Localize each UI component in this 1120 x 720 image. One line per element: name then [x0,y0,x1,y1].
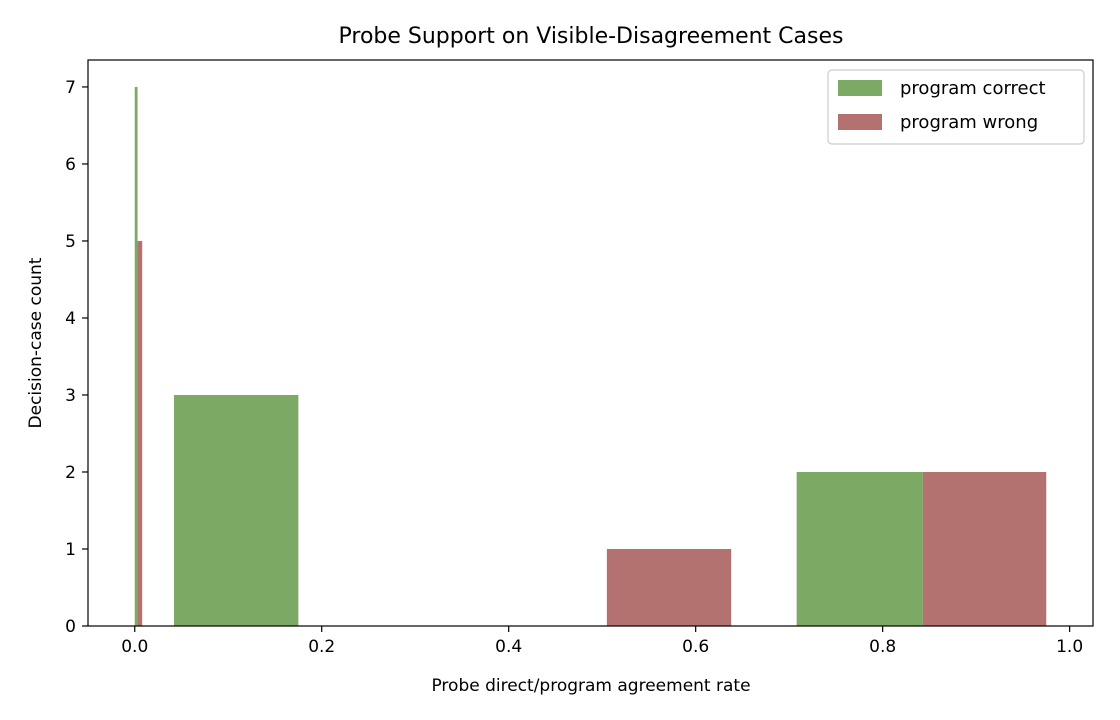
y-axis-label: Decision-case count [26,257,46,428]
axes-layer: 0.0 0.2 0.4 0.6 0.8 1.0 0 1 2 3 4 5 6 7 [65,59,1094,657]
legend-swatch-program-wrong [838,114,882,130]
bar-program-wrong-0 [137,240,143,626]
bar-program-correct-2 [796,471,923,626]
legend-label-program-correct: program correct [900,78,1046,99]
x-tick-label: 0.4 [495,637,522,657]
x-tick-label: 0.8 [869,637,896,657]
bar-program-correct-0 [134,86,138,626]
x-tick-label: 0.0 [121,637,148,657]
plot-frame [87,59,1094,627]
legend: program correct program wrong [827,69,1085,145]
legend-swatch-program-correct [838,80,882,96]
chart-title: Probe Support on Visible-Disagreement Ca… [339,24,844,49]
y-tick-label: 4 [65,309,76,329]
y-tick-label: 1 [65,540,76,560]
x-tick-label: 0.2 [308,637,335,657]
bar-program-correct-1 [174,394,299,626]
x-axis-label: Probe direct/program agreement rate [431,676,750,696]
y-tick-label: 2 [65,463,76,483]
y-tick-label: 0 [65,617,76,637]
x-tick-label: 1.0 [1056,637,1083,657]
legend-label-program-wrong: program wrong [900,112,1038,133]
y-tick-label: 5 [65,232,76,252]
bars-layer [134,86,1047,626]
bar-program-wrong-2 [922,471,1047,626]
y-tick-label: 3 [65,386,76,406]
bar-program-wrong-1 [606,548,732,626]
legend-box [827,69,1085,145]
y-tick-label: 6 [65,155,76,175]
y-tick-label: 7 [65,78,76,98]
x-tick-label: 0.6 [682,637,709,657]
